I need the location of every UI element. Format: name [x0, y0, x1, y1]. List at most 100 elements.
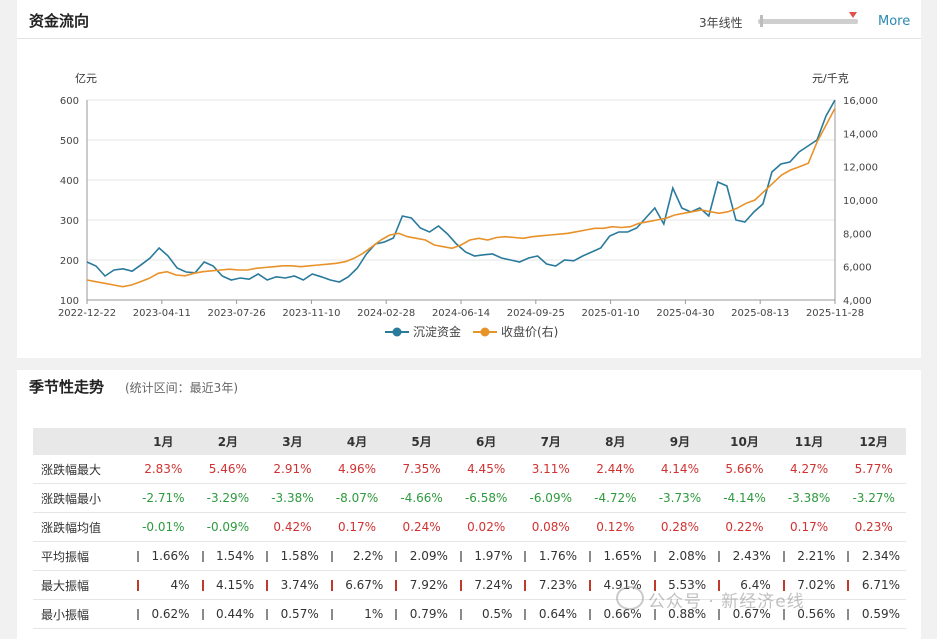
- amplitude-value: 1.66%: [151, 549, 190, 563]
- legend-dot-settled-funds: [392, 327, 402, 337]
- pct-cell: 0.17%: [324, 512, 390, 542]
- pct-cell: 5.46%: [195, 455, 261, 484]
- month-header: 4月: [324, 428, 390, 455]
- table-row: 最小振幅 0.62% 0.44% 0.57% 1% 0.79% 0.5% 0.64% 0.66%…: [33, 599, 906, 629]
- amplitude-value: 0.67%: [732, 607, 771, 621]
- fund-flow-header: 资金流向 3年线性 More: [17, 0, 921, 39]
- amplitude-bar: [459, 609, 462, 620]
- amplitude-bar: [847, 551, 850, 562]
- pct-cell: 2.83%: [131, 455, 196, 484]
- amplitude-bar: [782, 580, 785, 591]
- amplitude-value: 0.56%: [797, 607, 836, 621]
- amplitude-bar: [589, 580, 592, 591]
- amplitude-value: 1.54%: [216, 549, 255, 563]
- y-right-tick-label: 16,000: [843, 96, 878, 107]
- amplitude-bar: [718, 580, 721, 591]
- amplitude-cell: 2.43%: [712, 541, 777, 571]
- amplitude-cell: 0.5%: [453, 599, 519, 629]
- amplitude-bar: [718, 551, 721, 562]
- pct-cell: -3.27%: [841, 483, 906, 513]
- series-lines: [86, 99, 836, 288]
- y-right-tick-label: 14,000: [843, 129, 878, 140]
- month-header: 3月: [260, 428, 325, 455]
- amplitude-bar: [266, 580, 269, 591]
- pct-cell: -3.38%: [776, 483, 842, 513]
- amplitude-cell: 2.08%: [647, 541, 713, 571]
- x-tick-label: 2025-08-13: [731, 308, 789, 319]
- pct-cell: -2.71%: [131, 483, 196, 513]
- amplitude-bar: [137, 551, 139, 562]
- y-right-tick-label: 6,000: [843, 263, 872, 274]
- y-left-tick-label: 500: [60, 136, 79, 147]
- legend-label-settled-funds[interactable]: 沉淀资金: [413, 324, 461, 339]
- amplitude-value: 5.53%: [668, 578, 707, 592]
- amplitude-bar: [330, 609, 333, 620]
- row-label: 平均振幅: [33, 541, 131, 571]
- amplitude-cell: 7.92%: [389, 570, 454, 600]
- x-tick-label: 2024-02-28: [357, 308, 415, 319]
- range-slider[interactable]: [758, 15, 858, 27]
- table-row: 最大振幅 4% 4.15% 3.74% 6.67% 7.92% 7.24% 7.23% 4.91…: [33, 570, 906, 600]
- amplitude-bar: [524, 609, 527, 620]
- amplitude-cell: 4.15%: [195, 570, 261, 600]
- amplitude-bar: [589, 551, 592, 562]
- month-header: 12月: [841, 428, 906, 455]
- amplitude-cell: 7.02%: [776, 570, 842, 600]
- legend-dot-close-price: [480, 327, 490, 337]
- amplitude-bar: [524, 580, 527, 591]
- amplitude-cell: 2.09%: [389, 541, 454, 571]
- pct-cell: -0.09%: [195, 512, 261, 542]
- series-line-close-price: [86, 107, 836, 288]
- range-label: 3年线性: [699, 16, 743, 30]
- range-slider-handle[interactable]: [760, 15, 763, 27]
- slider-marker-icon: [849, 12, 857, 18]
- pct-cell: 4.27%: [776, 455, 842, 484]
- y-right-tick-label: 12,000: [843, 163, 878, 174]
- amplitude-bar: [395, 609, 398, 620]
- amplitude-cell: 1.54%: [195, 541, 261, 571]
- y-right-tick-label: 10,000: [843, 196, 878, 207]
- amplitude-bar: [395, 551, 398, 562]
- amplitude-value: 6.4%: [740, 578, 771, 592]
- amplitude-cell: 4.91%: [583, 570, 648, 600]
- right-axis-unit: 元/千克: [812, 72, 849, 85]
- amplitude-cell: 6.4%: [712, 570, 777, 600]
- x-tick-label: 2023-11-10: [282, 308, 340, 319]
- month-header: 1月: [131, 428, 196, 455]
- amplitude-value: 7.24%: [474, 578, 513, 592]
- amplitude-value: 0.57%: [280, 607, 319, 621]
- amplitude-value: 6.71%: [861, 578, 900, 592]
- pct-cell: 2.91%: [260, 455, 325, 484]
- more-link[interactable]: More: [878, 14, 911, 29]
- amplitude-cell: 2.2%: [324, 541, 390, 571]
- pct-cell: 0.28%: [647, 512, 713, 542]
- y-right-tick-label: 4,000: [843, 296, 872, 307]
- amplitude-cell: 0.57%: [260, 599, 325, 629]
- legend-label-close-price[interactable]: 收盘价(右): [501, 324, 558, 339]
- amplitude-bar: [589, 609, 592, 620]
- y-left-tick-label: 100: [60, 296, 79, 307]
- amplitude-value: 2.08%: [668, 549, 707, 563]
- amplitude-bar: [395, 580, 398, 591]
- legend: 沉淀资金 收盘价(右): [385, 324, 558, 339]
- amplitude-value: 6.67%: [345, 578, 384, 592]
- amplitude-bar: [459, 551, 462, 562]
- amplitude-value: 1%: [364, 607, 384, 621]
- amplitude-bar: [459, 580, 462, 591]
- pct-cell: 4.45%: [453, 455, 519, 484]
- pct-cell: 0.42%: [260, 512, 325, 542]
- x-tick-label: 2025-11-28: [806, 308, 864, 319]
- amplitude-value: 1.58%: [280, 549, 319, 563]
- y-left-tick-label: 600: [60, 96, 79, 107]
- amplitude-value: 2.34%: [861, 549, 900, 563]
- amplitude-cell: 1.66%: [131, 541, 196, 571]
- pct-cell: 4.96%: [324, 455, 390, 484]
- amplitude-cell: 4%: [131, 570, 196, 600]
- amplitude-cell: 0.88%: [647, 599, 713, 629]
- amplitude-bar: [718, 609, 721, 620]
- x-tick-label: 2025-01-10: [582, 308, 640, 319]
- amplitude-value: 1.76%: [538, 549, 578, 563]
- pct-cell: 0.17%: [776, 512, 842, 542]
- x-tick-label: 2025-04-30: [656, 308, 714, 319]
- amplitude-value: 0.44%: [216, 607, 255, 621]
